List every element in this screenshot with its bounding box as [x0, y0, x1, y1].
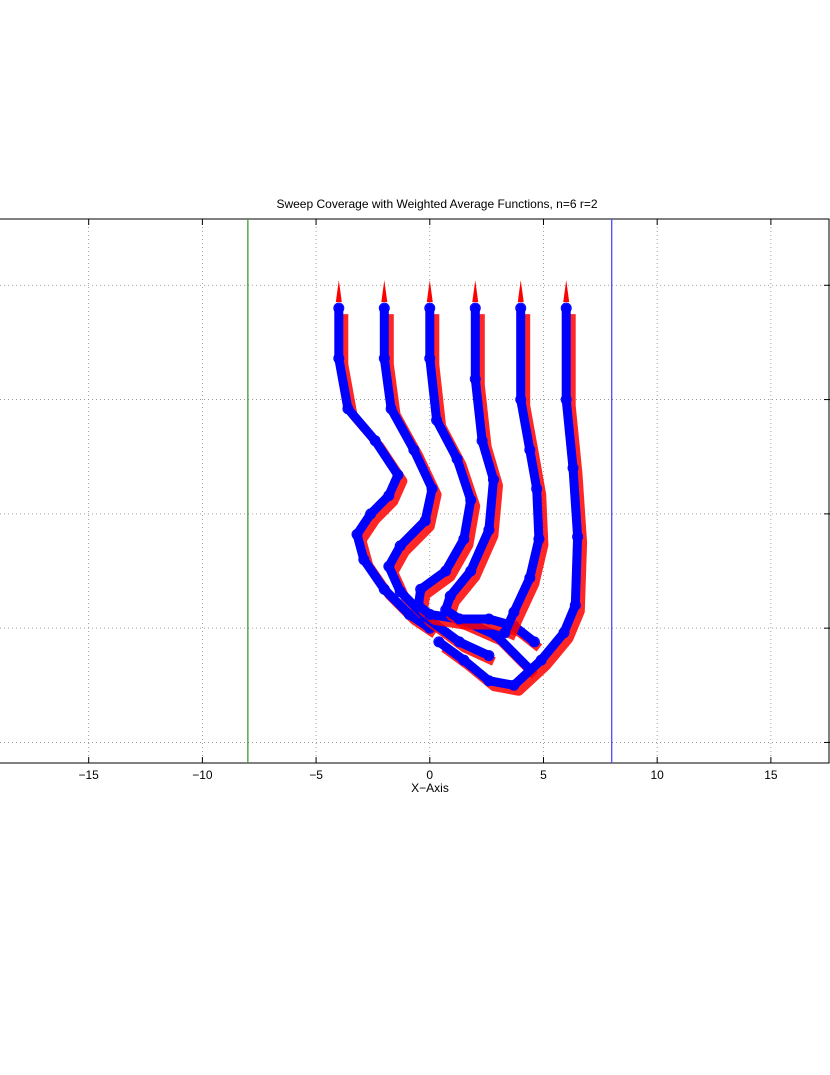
trajectory-point — [440, 565, 452, 577]
trajectory-point — [569, 599, 581, 611]
trajectory-point — [560, 394, 572, 406]
vector-head — [335, 280, 342, 303]
trajectory-point — [515, 302, 527, 314]
vector-head — [563, 280, 570, 303]
x-tick-label: −10 — [192, 768, 213, 782]
trajectory-point — [369, 435, 381, 447]
trajectory-point — [567, 462, 579, 474]
trajectory-point — [451, 453, 463, 465]
trajectory — [441, 303, 539, 647]
trajectory-point — [412, 599, 424, 611]
trajectory-point — [528, 636, 540, 648]
trajectory-point — [458, 654, 470, 666]
x-tick-label: −5 — [309, 768, 323, 782]
trajectory-point — [378, 352, 390, 364]
trajectory-point — [560, 302, 572, 314]
vector-head — [472, 280, 479, 303]
trajectory — [434, 303, 583, 690]
trajectory-point — [469, 373, 481, 385]
trajectory-point — [476, 435, 488, 447]
trajectory-point — [424, 608, 436, 620]
trajectory-point — [351, 528, 363, 540]
x-tick-label: 5 — [540, 768, 547, 782]
trajectory-point — [531, 483, 543, 495]
trajectory-point — [383, 560, 395, 572]
trajectory-point — [524, 572, 536, 584]
trajectory-point — [483, 675, 495, 687]
trajectory-point — [483, 650, 495, 662]
x-tick-label: 15 — [764, 768, 778, 782]
x-tick-label: −15 — [79, 768, 100, 782]
vector-head — [517, 280, 524, 303]
trajectory-point — [558, 627, 570, 639]
trajectory-point — [333, 302, 345, 314]
trajectory-point — [394, 540, 406, 552]
trajectory-point — [440, 604, 452, 616]
x-tick-label: 10 — [650, 768, 664, 782]
trajectory-point — [424, 302, 436, 314]
trajectory-point — [465, 494, 477, 506]
trajectory-point — [333, 352, 345, 364]
trajectory-point — [487, 474, 499, 486]
trajectory-point — [426, 483, 438, 495]
trajectory-point — [383, 490, 395, 502]
trajectory-point — [453, 613, 465, 625]
trajectory-point — [415, 583, 427, 595]
trajectory-point — [483, 524, 495, 536]
chart-title: Sweep Coverage with Weighted Average Fun… — [276, 197, 597, 211]
trajectory — [500, 303, 544, 638]
vector-head — [426, 280, 433, 303]
trajectory-point — [515, 394, 527, 406]
trajectory-point — [444, 590, 456, 602]
trajectory-point — [453, 636, 465, 648]
trajectory-point — [358, 554, 370, 566]
trajectory — [334, 303, 435, 633]
trajectory-point — [342, 403, 354, 415]
trajectory-point — [572, 531, 584, 543]
plot-frame — [0, 218, 830, 764]
trajectory-point — [365, 508, 377, 520]
trajectory-point — [394, 586, 406, 598]
trajectory-point — [433, 636, 445, 648]
trajectory-point — [403, 608, 415, 620]
trajectory-point — [469, 302, 481, 314]
trajectory-point — [465, 565, 477, 577]
trajectory-point — [508, 679, 520, 691]
trajectory-point — [392, 469, 404, 481]
trajectory-point — [385, 403, 397, 415]
trajectory-point — [533, 533, 545, 545]
vector-head — [381, 280, 388, 303]
trajectory-point — [378, 302, 390, 314]
trajectory-point — [508, 606, 520, 618]
trajectory-point — [524, 444, 536, 456]
trajectory-point — [483, 613, 495, 625]
x-axis-label: X−Axis — [411, 781, 449, 795]
trajectory-point — [378, 583, 390, 595]
trajectory-point — [408, 444, 420, 456]
trajectory-point — [419, 515, 431, 527]
trajectory-point — [458, 533, 470, 545]
trajectory-point — [535, 654, 547, 666]
x-tick-label: 0 — [426, 768, 433, 782]
trajectory-point — [499, 627, 511, 639]
trajectory-point — [431, 414, 443, 426]
trajectory-point — [424, 352, 436, 364]
